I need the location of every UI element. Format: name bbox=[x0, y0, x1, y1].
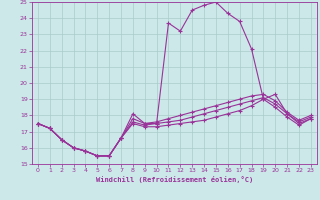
X-axis label: Windchill (Refroidissement éolien,°C): Windchill (Refroidissement éolien,°C) bbox=[96, 176, 253, 183]
